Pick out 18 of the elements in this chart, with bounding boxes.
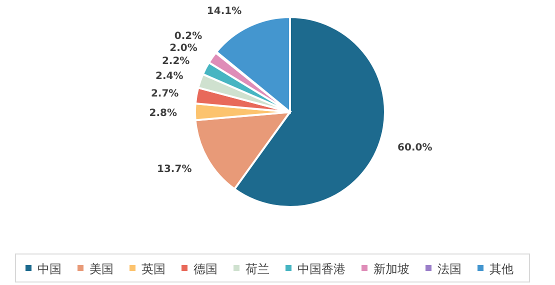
data-label: 60.0% bbox=[398, 142, 432, 154]
legend-label: 中国 bbox=[38, 262, 62, 276]
data-label: 14.1% bbox=[206, 6, 242, 17]
data-label: 0.2% bbox=[174, 31, 202, 42]
legend-label: 法国 bbox=[438, 262, 462, 276]
data-label: 2.4% bbox=[156, 70, 184, 82]
legend-label: 其他 bbox=[490, 262, 514, 276]
legend-label: 新加坡 bbox=[374, 262, 410, 276]
data-label: 2.2% bbox=[162, 56, 190, 67]
data-label: 13.7% bbox=[157, 164, 192, 175]
data-label: 2.0% bbox=[170, 43, 198, 54]
legend-label: 荷兰 bbox=[246, 262, 270, 276]
legend-label: 德国 bbox=[194, 262, 218, 276]
data-label: 2.7% bbox=[150, 88, 179, 100]
legend-label: 中国香港 bbox=[298, 262, 346, 276]
legend-label: 美国 bbox=[90, 262, 114, 276]
data-label: 2.8% bbox=[149, 108, 177, 119]
legend-label: 英国 bbox=[142, 262, 166, 276]
